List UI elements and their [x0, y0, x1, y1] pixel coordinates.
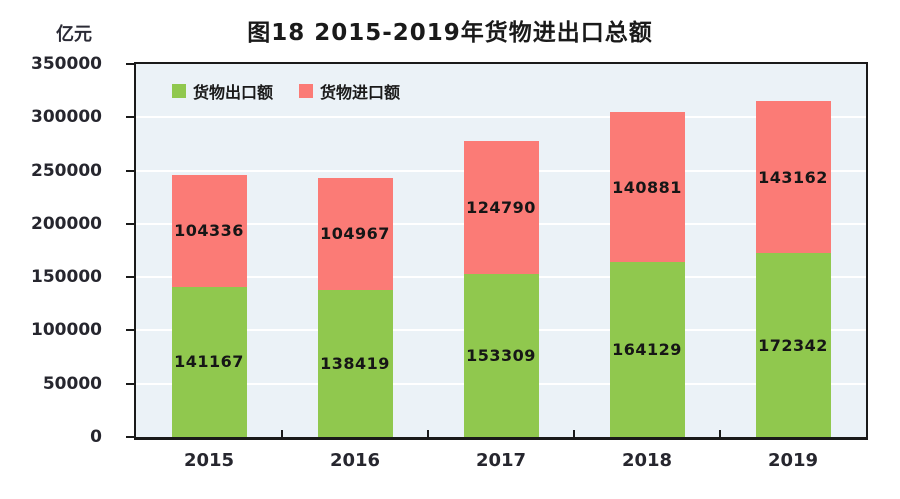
bar-segment-export: 172342: [755, 253, 831, 437]
bar-segment-export: 141167: [171, 286, 247, 437]
bar-segment-import: 140881: [609, 111, 685, 263]
y-axis-unit-label: 亿元: [56, 24, 92, 45]
bar-value-label-export: 141167: [174, 352, 244, 372]
bar-segment-import: 104336: [171, 175, 247, 287]
bar-segment-import: 143162: [755, 100, 831, 254]
y-tick-mark: [126, 116, 134, 119]
y-tick-mark: [126, 276, 134, 279]
y-tick-label: 50000: [42, 373, 102, 394]
bar-segment-import: 124790: [463, 140, 539, 274]
y-tick-mark: [126, 63, 134, 65]
bar-value-label-import: 124790: [466, 197, 536, 217]
y-tick-label: 250000: [31, 160, 102, 181]
y-tick-mark: [126, 222, 134, 225]
bar-segment-import: 104967: [317, 177, 393, 290]
bar-value-label-import: 104336: [174, 221, 244, 241]
y-tick-label: 0: [90, 427, 102, 447]
bar-segment-export: 153309: [463, 273, 539, 437]
y-tick-label: 200000: [31, 213, 102, 234]
imports-swatch-icon: [299, 84, 314, 98]
x-tick-mark: [427, 430, 429, 437]
stacked-bar-2019: 172342 143162: [755, 100, 831, 437]
bar-value-label-export: 153309: [466, 345, 536, 365]
legend-item-exports: 货物出口额: [172, 79, 273, 103]
y-tick-label: 350000: [31, 54, 102, 74]
stacked-bar-2017: 153309 124790: [463, 140, 539, 437]
y-tick-label: 100000: [31, 320, 102, 341]
x-tick-mark: [719, 430, 721, 437]
stacked-bar-2015: 141167 104336: [171, 175, 247, 437]
stacked-bar-2018: 164129 140881: [609, 111, 685, 437]
bar-value-label-import: 140881: [612, 177, 682, 197]
y-tick-mark: [126, 436, 134, 438]
bar-value-label-export: 164129: [612, 340, 682, 360]
x-tick-label: 2019: [767, 450, 819, 471]
gridline: [136, 116, 866, 119]
y-tick-mark: [126, 329, 134, 332]
bar-value-label-export: 172342: [758, 335, 828, 355]
y-tick-mark: [126, 382, 134, 385]
bar-value-label-import: 143162: [758, 167, 828, 187]
y-tick-label: 150000: [31, 267, 102, 288]
y-tick-label: 300000: [31, 107, 102, 128]
plot-area: 货物出口额 货物进口额 141167 104336 138419 104967 1533…: [134, 62, 868, 440]
bar-value-label-import: 104967: [320, 224, 390, 244]
x-tick-mark: [573, 430, 575, 437]
exports-swatch-icon: [172, 84, 186, 98]
x-tick-label: 2015: [183, 450, 235, 471]
stacked-bar-2016: 138419 104967: [317, 177, 393, 437]
bar-value-label-export: 138419: [320, 353, 390, 373]
legend: 货物出口额 货物进口额: [172, 79, 400, 103]
legend-label-exports: 货物出口额: [193, 83, 274, 102]
chart-title: 图18 2015-2019年货物进出口总额: [247, 20, 653, 46]
x-tick-label: 2017: [475, 450, 527, 471]
legend-item-imports: 货物进口额: [299, 79, 400, 103]
bar-segment-export: 138419: [317, 289, 393, 437]
x-tick-mark: [281, 430, 283, 437]
y-tick-mark: [126, 169, 134, 172]
bar-segment-export: 164129: [609, 262, 685, 437]
x-tick-label: 2016: [329, 450, 381, 471]
legend-label-imports: 货物进口额: [320, 83, 401, 102]
x-tick-label: 2018: [621, 450, 673, 471]
